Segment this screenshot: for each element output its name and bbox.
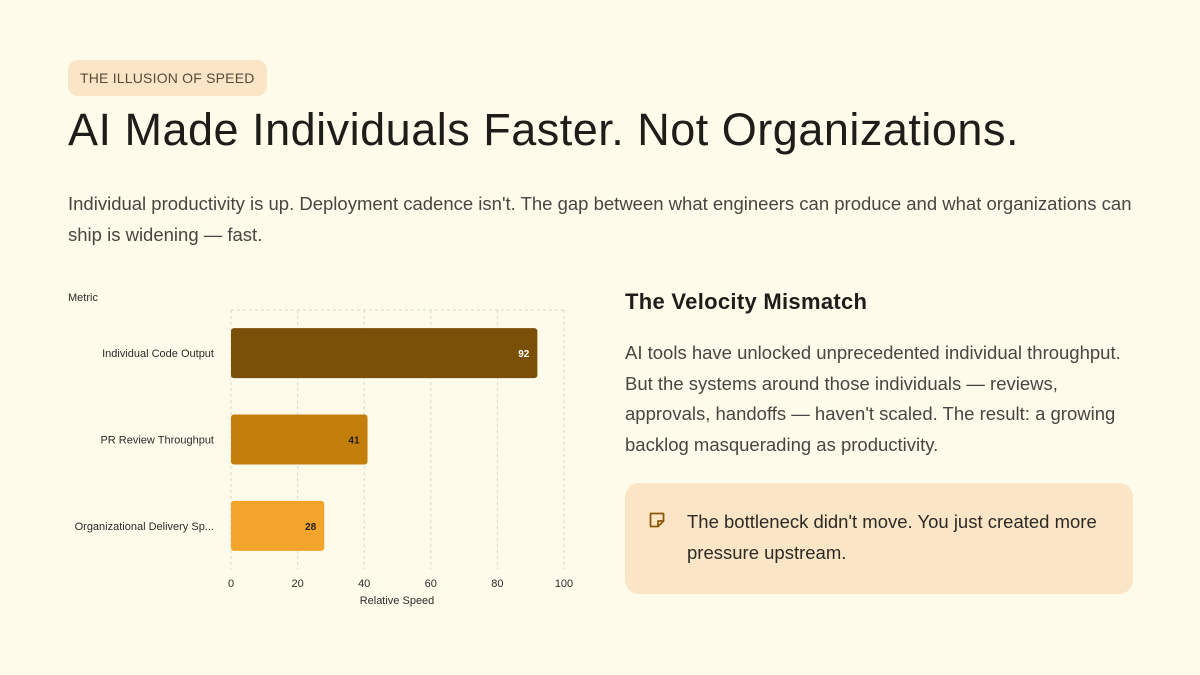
category-label: Individual Code Output (102, 348, 214, 360)
category-labels: Individual Code Output PR Review Throughp… (75, 348, 214, 533)
callout-box: The bottleneck didn't move. You just cre… (625, 483, 1133, 594)
panel-body: AI tools have unlocked unprecedented ind… (625, 342, 1121, 455)
panel-heading: The Velocity Mismatch (625, 289, 868, 314)
note-icon (649, 512, 665, 528)
callout-text: The bottleneck didn't move. You just cre… (687, 511, 1097, 563)
category-label: PR Review Throughput (100, 435, 214, 447)
section-badge: THE ILLUSION OF SPEED (68, 60, 267, 96)
bar-value-label: 28 (305, 522, 317, 533)
page-subtitle: Individual productivity is up. Deploymen… (68, 193, 1132, 245)
category-label: Organizational Delivery Sp... (75, 521, 214, 533)
x-tick-label: 40 (358, 578, 370, 590)
chart-bars: 92 41 28 (231, 328, 538, 551)
x-tick-label: 60 (425, 578, 437, 590)
x-tick-label: 20 (291, 578, 303, 590)
x-tick-labels: 0 20 40 60 80 100 (228, 578, 573, 590)
bar-value-label: 41 (348, 436, 360, 447)
page-title: AI Made Individuals Faster. Not Organiza… (68, 104, 1019, 155)
bar (231, 414, 368, 465)
bar (231, 500, 325, 551)
bar-chart: Metric 92 41 28 Individual Code Output PR R… (68, 292, 573, 607)
bar-value-label: 92 (518, 349, 530, 360)
x-tick-label: 80 (491, 578, 503, 590)
x-axis-label: Relative Speed (360, 595, 435, 607)
bar (231, 328, 538, 379)
y-axis-label: Metric (68, 292, 98, 304)
x-tick-label: 100 (555, 578, 573, 590)
x-tick-label: 0 (228, 578, 234, 590)
